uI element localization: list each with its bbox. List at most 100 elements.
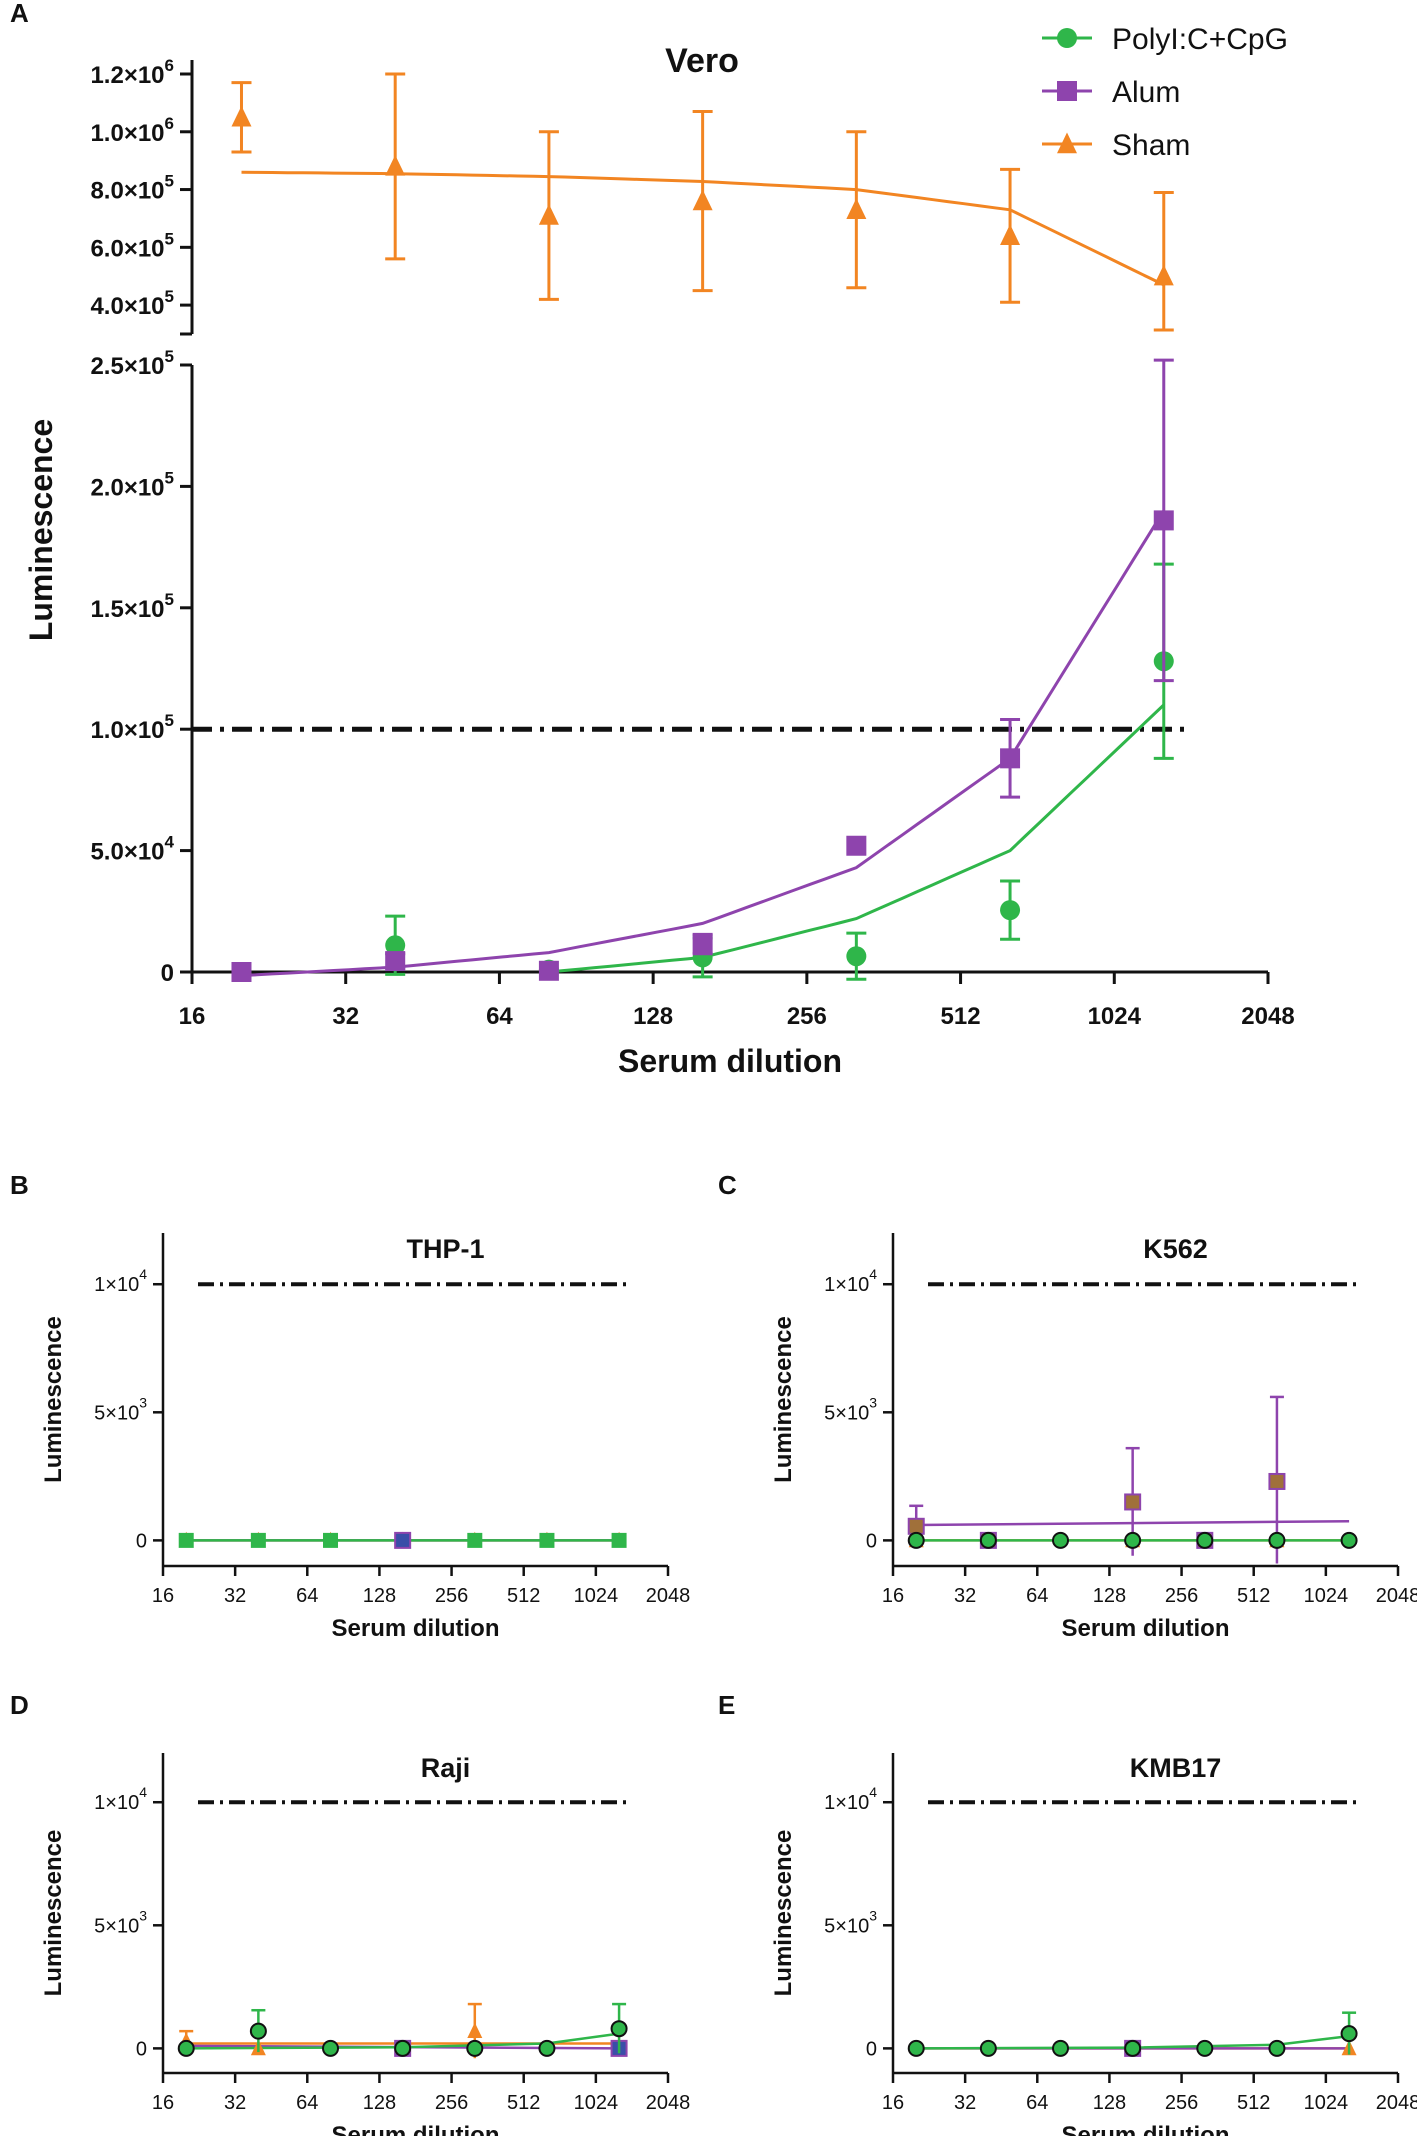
y-tick-label-a: 8.0×105 (90, 172, 174, 205)
x-tick-label-a: 32 (332, 1003, 359, 1030)
x-axis-label-e: Serum dilution (1062, 2122, 1230, 2136)
data-point-polyic-c (1268, 1531, 1286, 1549)
data-point-alum-a (385, 951, 406, 972)
panel-c: C K562 Luminescence Serum dilution 0 5×103 1×1… (718, 1170, 1417, 1642)
x-tick-label-a: 512 (941, 1003, 981, 1030)
x-tick-label-d: 2048 (646, 2092, 691, 2114)
y-tick-label-a-exponent: 5 (165, 468, 174, 487)
data-point-polyic-d (249, 2022, 267, 2040)
x-tick-label-b: 512 (507, 1585, 540, 1607)
data-point-polyic-d (610, 2020, 628, 2038)
y-tick-label-a-mantissa: 1.0×10 (90, 120, 164, 147)
y-tick-label-d: 0 (136, 2038, 147, 2060)
y-tick-label-d-mantissa: 1×10 (94, 1792, 139, 1814)
y-tick-label-a-mantissa: 8.0×10 (90, 178, 164, 205)
y-tick-label-a-exponent: 5 (165, 229, 174, 248)
data-point-polyic-a (385, 935, 406, 956)
y-tick-label-b-exponent: 4 (139, 1266, 147, 1282)
y-axis-label-e: Luminescence (770, 1830, 797, 1997)
data-point-sham-a (692, 189, 713, 211)
data-point-alum-a (846, 835, 867, 856)
y-tick-label-d-exponent: 3 (139, 1907, 147, 1923)
x-tick-label-b: 2048 (646, 1585, 691, 1607)
y-tick-label-a-mantissa: 1.0×10 (90, 717, 164, 744)
x-tick-label-b: 64 (296, 1585, 318, 1607)
data-point-polyic-d (394, 2039, 412, 2057)
data-point-polyic-c (979, 1531, 997, 1549)
legend-marker-sham (1057, 132, 1077, 154)
y-tick-label-e-mantissa: 0 (866, 2038, 877, 2060)
data-point-polyic-e (1340, 2025, 1358, 2043)
y-tick-label-c-mantissa: 0 (866, 1530, 877, 1552)
x-tick-label-e: 16 (882, 2092, 904, 2114)
y-tick-label-e-mantissa: 5×10 (824, 1915, 869, 1937)
data-point-alum-a (538, 960, 559, 981)
data-point-sham-a (1000, 224, 1021, 245)
y-tick-label-e-exponent: 3 (869, 1907, 877, 1923)
panel-letter-d: D (10, 1690, 29, 1720)
y-tick-label-c: 0 (866, 1530, 877, 1552)
data-point-polyic-b (611, 1532, 627, 1548)
fit-curve-polyic-a (548, 703, 1165, 974)
y-tick-label-d-exponent: 4 (139, 1784, 147, 1800)
x-tick-label-d: 256 (435, 2092, 468, 2114)
data-point-polyic-a (1000, 900, 1021, 921)
y-tick-label-b-mantissa: 0 (136, 1530, 147, 1552)
data-point-alum-a (1153, 510, 1174, 531)
y-tick-label-a-exponent: 6 (165, 114, 174, 133)
data-point-polyic-b (323, 1532, 339, 1548)
y-tick-label-c-exponent: 4 (869, 1266, 877, 1282)
data-point-alum-c (1124, 1493, 1142, 1511)
x-tick-label-c: 512 (1237, 1585, 1270, 1607)
y-tick-label-a: 1.0×106 (90, 114, 174, 147)
panel-d: D Raji Luminescence Serum dilution 0 5×103 1×1… (10, 1690, 690, 2136)
y-tick-label-a-mantissa: 0 (161, 960, 174, 987)
y-tick-label-a-mantissa: 1.5×10 (90, 596, 164, 623)
data-point-polyic-e (1052, 2039, 1070, 2057)
data-point-polyic-c (1124, 1531, 1142, 1549)
data-point-alum-a (1000, 748, 1021, 769)
x-tick-label-d: 32 (224, 2092, 246, 2114)
x-tick-label-c: 32 (954, 1585, 976, 1607)
y-tick-label-c: 1×104 (824, 1266, 877, 1296)
x-tick-label-c: 128 (1093, 1585, 1126, 1607)
data-point-polyic-c (907, 1531, 925, 1549)
panel-letter-e: E (718, 1690, 735, 1720)
data-point-polyic-e (1196, 2039, 1214, 2057)
y-tick-label-b-mantissa: 1×10 (94, 1274, 139, 1296)
chart-title-c: K562 (1143, 1234, 1208, 1264)
y-tick-label-a: 2.5×105 (90, 347, 174, 380)
x-tick-label-d: 128 (363, 2092, 396, 2114)
data-point-polyic-e (1268, 2039, 1286, 2057)
legend-label-sham: Sham (1112, 129, 1190, 162)
y-tick-label-e-mantissa: 1×10 (824, 1792, 869, 1814)
data-point-polyic-e (1124, 2039, 1142, 2057)
data-point-polyic-c (1052, 1531, 1070, 1549)
data-point-sham-a (846, 198, 867, 219)
x-tick-label-c: 2048 (1376, 1585, 1417, 1607)
y-tick-label-a: 4.0×105 (90, 287, 174, 320)
y-tick-label-a: 5.0×104 (90, 833, 174, 866)
y-axis-label-b: Luminescence (40, 1316, 67, 1483)
panel-e: E KMB17 Luminescence Serum dilution 0 5×103 1×… (718, 1690, 1417, 2136)
x-tick-label-b: 128 (363, 1585, 396, 1607)
x-tick-label-c: 64 (1026, 1585, 1048, 1607)
data-point-sham-a (538, 204, 559, 225)
y-tick-label-a-exponent: 5 (165, 347, 174, 366)
data-point-polyic-c (1340, 1531, 1358, 1549)
legend-marker-alum (1057, 81, 1077, 101)
y-tick-label-a: 6.0×105 (90, 229, 174, 262)
data-point-polyic-d (466, 2039, 484, 2057)
chart-title-d: Raji (421, 1753, 471, 1783)
x-tick-label-a: 2048 (1241, 1003, 1294, 1030)
x-tick-label-a: 16 (179, 1003, 206, 1030)
data-point-sham-a (1153, 264, 1174, 286)
data-point-sham-a (231, 105, 252, 127)
data-point-polyic-e (979, 2039, 997, 2057)
data-point-polyic-b (467, 1532, 483, 1548)
y-tick-label-a: 2.0×105 (90, 468, 174, 501)
x-axis-label-a: Serum dilution (618, 1043, 842, 1079)
y-tick-label-b: 0 (136, 1530, 147, 1552)
